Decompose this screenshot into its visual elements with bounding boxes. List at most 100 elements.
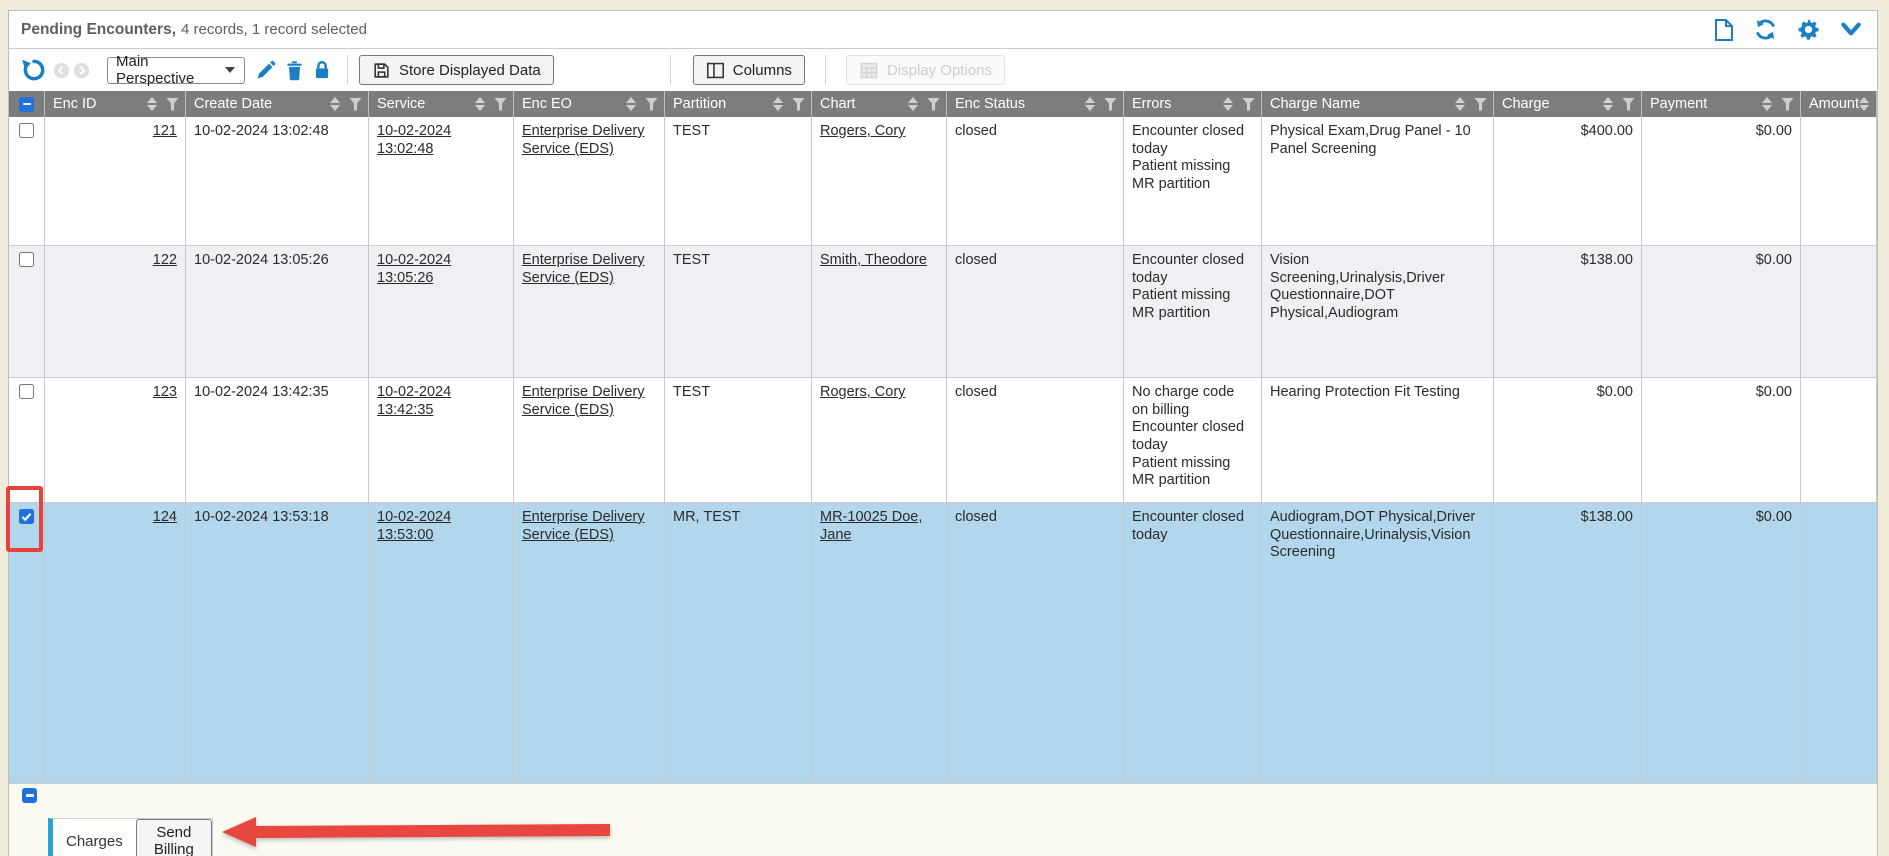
filter-funnel-icon[interactable] — [1622, 97, 1635, 111]
row-checkbox[interactable] — [19, 509, 34, 524]
cell-partition: TEST — [665, 378, 812, 502]
cell-enc_eo: Enterprise Delivery Service (EDS) — [514, 378, 665, 502]
edit-pencil-icon[interactable] — [255, 60, 276, 81]
enc_eo-link[interactable]: Enterprise Delivery Service (EDS) — [522, 252, 645, 286]
create_date-value: 10-02-2024 13:05:26 — [194, 252, 329, 268]
cell-enc_id: 123 — [45, 378, 186, 502]
perspective-select[interactable]: Main Perspective — [107, 53, 245, 87]
filter-funnel-icon[interactable] — [494, 97, 507, 111]
select-all-checkbox[interactable] — [19, 96, 34, 112]
enc_id-link[interactable]: 124 — [152, 509, 177, 525]
filter-funnel-icon[interactable] — [1104, 97, 1117, 111]
cell-charge: $0.00 — [1494, 378, 1642, 502]
partition-value: MR, TEST — [673, 509, 741, 525]
select-all-footer-checkbox[interactable] — [22, 788, 37, 803]
sort-icon[interactable] — [773, 97, 783, 111]
chart-link[interactable]: Smith, Theodore — [820, 252, 927, 268]
store-displayed-data-button[interactable]: Store Displayed Data — [359, 55, 554, 85]
settings-gear-icon[interactable] — [1797, 18, 1820, 41]
cell-service: 10-02-2024 13:02:48 — [369, 117, 514, 245]
sort-icon[interactable] — [1085, 97, 1095, 111]
cell-service: 10-02-2024 13:42:35 — [369, 378, 514, 502]
filter-funnel-icon[interactable] — [927, 97, 940, 111]
column-header-service[interactable]: Service — [369, 91, 514, 117]
nav-previous-icon[interactable] — [53, 62, 70, 79]
cell-chart: Rogers, Cory — [812, 378, 947, 502]
display-options-label: Display Options — [886, 61, 992, 79]
column-header-enc_id[interactable]: Enc ID — [45, 91, 186, 117]
column-header-payment[interactable]: Payment — [1642, 91, 1801, 117]
sort-icon[interactable] — [147, 97, 157, 111]
sort-icon[interactable] — [1603, 97, 1613, 111]
sort-icon[interactable] — [908, 97, 918, 111]
column-header-enc_status[interactable]: Enc Status — [947, 91, 1124, 117]
filter-funnel-icon[interactable] — [349, 97, 362, 111]
column-label: Enc EO — [522, 96, 572, 112]
column-header-amount[interactable]: Amount — [1801, 91, 1877, 117]
column-header-partition[interactable]: Partition — [665, 91, 812, 117]
enc_eo-link[interactable]: Enterprise Delivery Service (EDS) — [522, 123, 645, 157]
send-billing-button[interactable]: Send Billing — [135, 819, 212, 856]
error-line: Patient missing MR partition — [1132, 158, 1231, 193]
filter-funnel-icon[interactable] — [792, 97, 805, 111]
column-label: Payment — [1650, 96, 1708, 112]
columns-button[interactable]: Columns — [692, 55, 805, 85]
column-header-enc_eo[interactable]: Enc EO — [514, 91, 665, 117]
enc_id-link[interactable]: 122 — [152, 252, 177, 268]
chart-link[interactable]: MR-10025 Doe, Jane — [820, 509, 923, 543]
nav-next-icon[interactable] — [73, 62, 90, 79]
row-checkbox[interactable] — [19, 384, 34, 399]
refresh-icon[interactable] — [1753, 18, 1778, 41]
filter-funnel-icon[interactable] — [166, 97, 179, 111]
enc_id-link[interactable]: 123 — [152, 384, 177, 400]
payment-value: $0.00 — [1755, 509, 1792, 525]
table-row[interactable]: 123 10-02-2024 13:42:35 10-02-2024 13:42:3… — [9, 378, 1877, 503]
service-link[interactable]: 10-02-2024 13:53:00 — [377, 509, 452, 543]
new-document-icon[interactable] — [1714, 18, 1734, 42]
table-row[interactable]: 124 10-02-2024 13:53:18 10-02-2024 13:53:0… — [9, 503, 1877, 784]
filter-funnel-icon[interactable] — [1474, 97, 1487, 111]
cell-enc_id: 122 — [45, 246, 186, 377]
cell-chart: Rogers, Cory — [812, 117, 947, 245]
column-header-create_date[interactable]: Create Date — [186, 91, 369, 117]
undo-icon[interactable] — [21, 57, 47, 83]
service-link[interactable]: 10-02-2024 13:42:35 — [377, 384, 452, 418]
column-header-errors[interactable]: Errors — [1124, 91, 1262, 117]
enc_eo-link[interactable]: Enterprise Delivery Service (EDS) — [522, 509, 645, 543]
service-link[interactable]: 10-02-2024 13:02:48 — [377, 123, 452, 157]
row-checkbox[interactable] — [19, 252, 34, 267]
lock-icon[interactable] — [313, 59, 331, 81]
sort-icon[interactable] — [1455, 97, 1465, 111]
row-checkbox[interactable] — [19, 123, 34, 138]
sort-icon[interactable] — [330, 97, 340, 111]
sort-icon[interactable] — [1762, 97, 1772, 111]
column-header-charge_name[interactable]: Charge Name — [1262, 91, 1494, 117]
charge_name-value: Vision Screening,Urinalysis,Driver Quest… — [1270, 252, 1445, 322]
sort-icon[interactable] — [475, 97, 485, 111]
chart-link[interactable]: Rogers, Cory — [820, 384, 906, 400]
enc_eo-link[interactable]: Enterprise Delivery Service (EDS) — [522, 384, 645, 418]
service-link[interactable]: 10-02-2024 13:05:26 — [377, 252, 452, 286]
sort-icon[interactable] — [626, 97, 636, 111]
save-floppy-icon — [374, 62, 389, 78]
column-header-chart[interactable]: Chart — [812, 91, 947, 117]
cell-errors: No charge code on billing Encounter close… — [1124, 378, 1262, 502]
table-row[interactable]: 121 10-02-2024 13:02:48 10-02-2024 13:02:4… — [9, 117, 1877, 246]
chart-link[interactable]: Rogers, Cory — [820, 123, 906, 139]
toolbar-separator — [669, 55, 671, 85]
tab-charges[interactable]: Charges — [66, 832, 123, 850]
enc_id-link[interactable]: 121 — [152, 123, 177, 139]
table-row[interactable]: 122 10-02-2024 13:05:26 10-02-2024 13:05:2… — [9, 246, 1877, 378]
column-header-charge[interactable]: Charge — [1494, 91, 1642, 117]
sort-icon[interactable] — [1223, 97, 1233, 111]
column-label: Errors — [1132, 96, 1172, 112]
cell-chart: MR-10025 Doe, Jane — [812, 503, 947, 783]
cell-chart: Smith, Theodore — [812, 246, 947, 377]
filter-funnel-icon[interactable] — [1242, 97, 1255, 111]
collapse-chevron-icon[interactable] — [1839, 20, 1863, 39]
column-label: Amount — [1809, 96, 1859, 112]
filter-funnel-icon[interactable] — [1781, 97, 1794, 111]
filter-funnel-icon[interactable] — [645, 97, 658, 111]
delete-trash-icon[interactable] — [285, 59, 304, 81]
sort-icon[interactable] — [1858, 97, 1869, 111]
